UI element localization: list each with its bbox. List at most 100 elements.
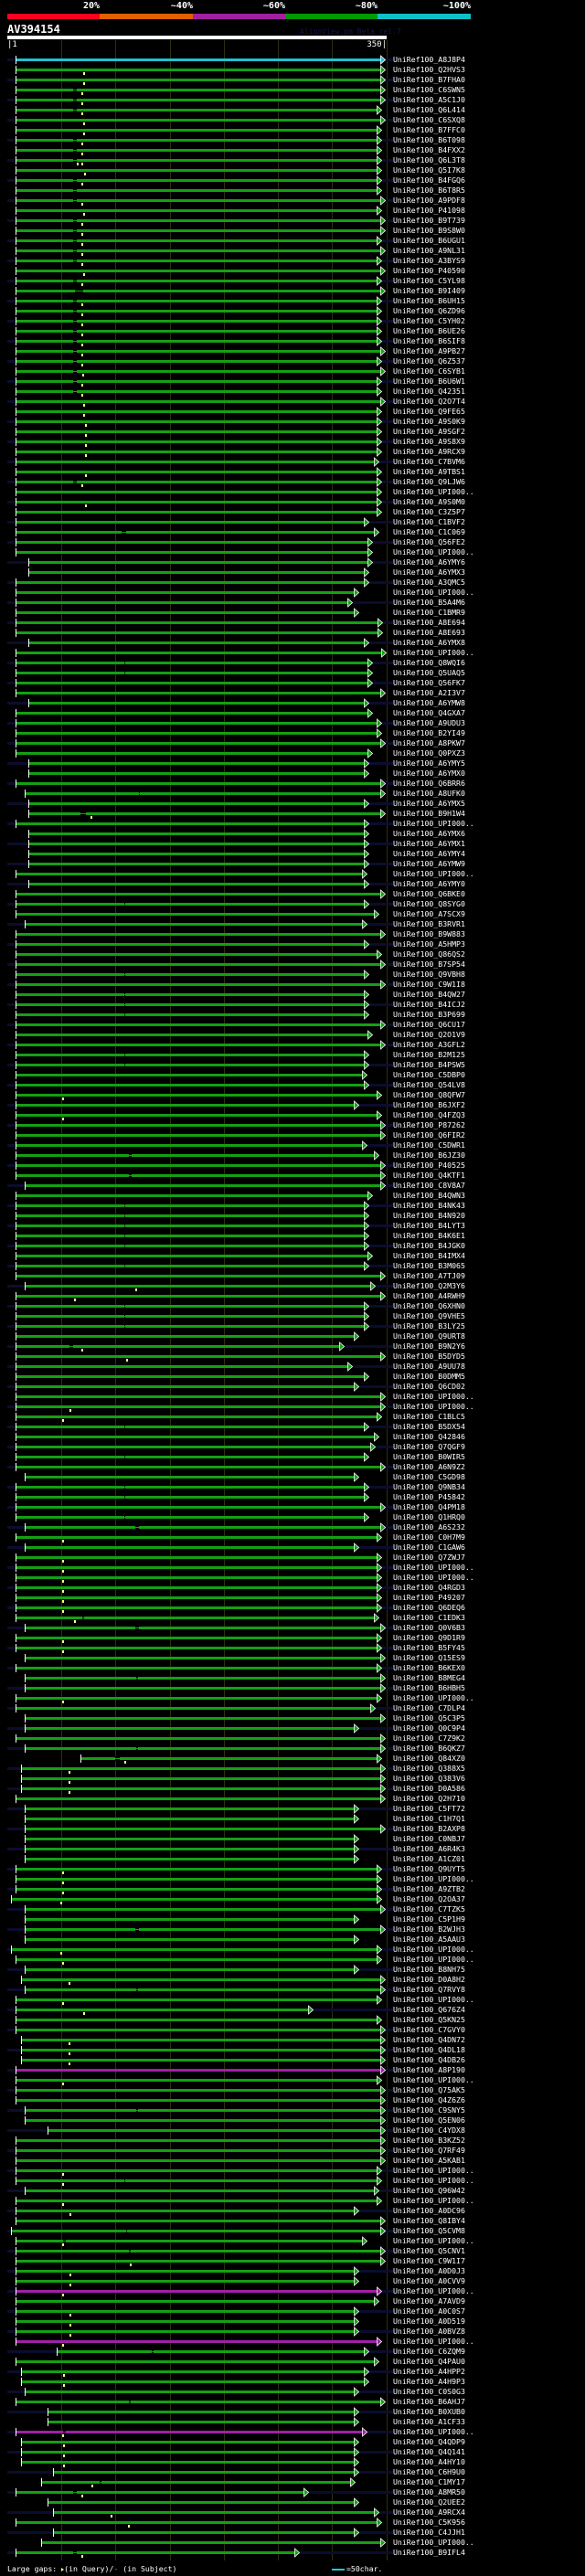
hit-label[interactable]: UniRef100_Q0PXZ3 xyxy=(393,748,465,758)
alignment-row[interactable]: UniRef100_Q6L414 xyxy=(0,105,585,115)
hit-label[interactable]: UniRef100_C6SWN5 xyxy=(393,85,465,94)
hit-label[interactable]: UniRef100_UPI000.. xyxy=(393,2427,474,2436)
hit-bar[interactable] xyxy=(16,1797,381,1800)
hit-bar[interactable] xyxy=(25,1807,355,1810)
hit-bar[interactable] xyxy=(16,1164,381,1167)
hit-bar[interactable] xyxy=(47,2129,381,2132)
hit-label[interactable]: UniRef100_UPI000.. xyxy=(393,2236,474,2245)
hit-bar[interactable] xyxy=(16,943,366,946)
hit-bar[interactable] xyxy=(16,2260,381,2263)
hit-label[interactable]: UniRef100_Q4PAU0 xyxy=(393,2357,465,2366)
hit-bar[interactable] xyxy=(25,1918,355,1921)
hit-bar[interactable] xyxy=(16,672,368,674)
hit-label[interactable]: UniRef100_A8UFK0 xyxy=(393,789,465,798)
alignment-row[interactable]: UniRef100_B6KEX0 xyxy=(0,1663,585,1673)
hit-label[interactable]: UniRef100_B5FY45 xyxy=(393,1643,465,1652)
hit-label[interactable]: UniRef100_Q9VBH8 xyxy=(393,970,465,979)
hit-label[interactable]: UniRef100_Q8QFW7 xyxy=(393,1090,465,1099)
hit-label[interactable]: UniRef100_A6YMX1 xyxy=(393,839,465,848)
hit-label[interactable]: UniRef100_Q5I7K8 xyxy=(393,165,465,175)
hit-label[interactable]: UniRef100_C0NBJ7 xyxy=(393,1834,465,1843)
hit-bar[interactable] xyxy=(16,652,382,654)
hit-bar[interactable] xyxy=(53,2531,355,2534)
hit-bar[interactable] xyxy=(20,2059,381,2062)
hit-bar[interactable] xyxy=(16,390,378,393)
alignment-row[interactable]: UniRef100_B4K6E1 xyxy=(0,1231,585,1241)
hit-bar[interactable] xyxy=(16,2009,310,2011)
hit-label[interactable]: UniRef100_Q8IBY4 xyxy=(393,2216,465,2225)
alignment-row[interactable]: UniRef100_UPI000.. xyxy=(0,2166,585,2176)
hit-label[interactable]: UniRef100_Q56FE2 xyxy=(393,537,465,546)
hit-label[interactable]: UniRef100_A6YMW8 xyxy=(393,698,465,707)
hit-bar[interactable] xyxy=(16,1436,375,1438)
hit-bar[interactable] xyxy=(16,1596,378,1599)
hit-bar[interactable] xyxy=(25,1717,381,1720)
hit-label[interactable]: UniRef100_A9NL31 xyxy=(393,246,465,255)
hit-label[interactable]: UniRef100_B4LYT3 xyxy=(393,1221,465,1230)
alignment-row[interactable]: UniRef100_Q5KN25 xyxy=(0,2015,585,2025)
hit-bar[interactable] xyxy=(16,320,378,323)
hit-bar[interactable] xyxy=(16,511,378,514)
hit-bar[interactable] xyxy=(16,2431,364,2433)
hit-label[interactable]: UniRef100_A6YMX3 xyxy=(393,567,465,577)
hit-bar[interactable] xyxy=(16,1275,381,1277)
alignment-row[interactable]: UniRef100_UPI000.. xyxy=(0,1392,585,1402)
hit-bar[interactable] xyxy=(25,1627,381,1629)
alignment-row[interactable]: UniRef100_B6T098 xyxy=(0,135,585,145)
alignment-row[interactable]: UniRef100_A8J8P4 xyxy=(0,55,585,65)
hit-bar[interactable] xyxy=(16,1174,381,1177)
alignment-row[interactable]: UniRef100_B7FHA0 xyxy=(0,75,585,85)
hit-bar[interactable] xyxy=(16,1737,381,1740)
alignment-row[interactable]: UniRef100_C7DLP4 xyxy=(0,1703,585,1713)
hit-label[interactable]: UniRef100_B6QKZ7 xyxy=(393,1744,465,1753)
hit-label[interactable]: UniRef100_P40590 xyxy=(393,266,465,275)
hit-bar[interactable] xyxy=(16,119,381,122)
hit-bar[interactable] xyxy=(16,2250,381,2253)
hit-bar[interactable] xyxy=(16,1405,381,1408)
hit-bar[interactable] xyxy=(16,1295,381,1298)
alignment-row[interactable]: UniRef100_B9N2Y6 xyxy=(0,1341,585,1352)
hit-label[interactable]: UniRef100_C5FT72 xyxy=(393,1804,465,1813)
alignment-row[interactable]: UniRef100_A9S8X9 xyxy=(0,437,585,447)
hit-bar[interactable] xyxy=(16,2159,381,2162)
alignment-row[interactable]: UniRef100_Q75AK5 xyxy=(0,2085,585,2095)
hit-label[interactable]: UniRef100_A6S232 xyxy=(393,1522,465,1532)
hit-bar[interactable] xyxy=(16,1204,366,1207)
alignment-row[interactable]: UniRef100_B8NH75 xyxy=(0,1965,585,1975)
hit-bar[interactable] xyxy=(16,1426,366,1428)
alignment-row[interactable]: UniRef100_C9W1I7 xyxy=(0,2256,585,2266)
alignment-row[interactable]: UniRef100_C0S0G3 xyxy=(0,2387,585,2397)
hit-label[interactable]: UniRef100_UPI000.. xyxy=(393,2166,474,2175)
hit-bar[interactable] xyxy=(16,2310,355,2313)
alignment-row[interactable]: UniRef100_B8MEG4 xyxy=(0,1673,585,1683)
hit-label[interactable]: UniRef100_B2M125 xyxy=(393,1050,465,1059)
hit-bar[interactable] xyxy=(16,893,381,896)
alignment-row[interactable]: UniRef100_D0A8H2 xyxy=(0,1975,585,1985)
alignment-row[interactable]: UniRef100_Q6CD02 xyxy=(0,1382,585,1392)
hit-label[interactable]: UniRef100_A9S8X9 xyxy=(393,437,465,446)
hit-bar[interactable] xyxy=(27,883,366,885)
hit-label[interactable]: UniRef100_Q2O1V9 xyxy=(393,1030,465,1039)
alignment-row[interactable]: UniRef100_C5FT72 xyxy=(0,1804,585,1814)
alignment-row[interactable]: UniRef100_B6UE26 xyxy=(0,326,585,336)
hit-label[interactable]: UniRef100_C7BVM6 xyxy=(393,457,465,466)
hit-bar[interactable] xyxy=(16,2270,355,2273)
alignment-row[interactable]: UniRef100_B3M065 xyxy=(0,1261,585,1271)
hit-bar[interactable] xyxy=(16,1325,366,1328)
hit-bar[interactable] xyxy=(16,601,349,604)
alignment-row[interactable]: UniRef100_B6UGU1 xyxy=(0,236,585,246)
alignment-row[interactable]: UniRef100_A6R4K3 xyxy=(0,1844,585,1854)
alignment-row[interactable]: UniRef100_P41098 xyxy=(0,206,585,216)
alignment-row[interactable]: UniRef100_Q5EN06 xyxy=(0,2115,585,2125)
hit-bar[interactable] xyxy=(20,2049,381,2051)
hit-bar[interactable] xyxy=(16,2200,378,2202)
hit-label[interactable]: UniRef100_A6YMX8 xyxy=(393,638,465,647)
hit-bar[interactable] xyxy=(16,983,381,986)
hit-bar[interactable] xyxy=(25,792,381,795)
hit-label[interactable]: UniRef100_B4PSW5 xyxy=(393,1060,465,1069)
hit-label[interactable]: UniRef100_A6YMY6 xyxy=(393,557,465,567)
alignment-row[interactable]: UniRef100_A7AVD9 xyxy=(0,2296,585,2306)
hit-bar[interactable] xyxy=(16,1265,366,1267)
hit-label[interactable]: UniRef100_A5C1J0 xyxy=(393,95,465,104)
alignment-row[interactable]: UniRef100_A9PB27 xyxy=(0,346,585,356)
